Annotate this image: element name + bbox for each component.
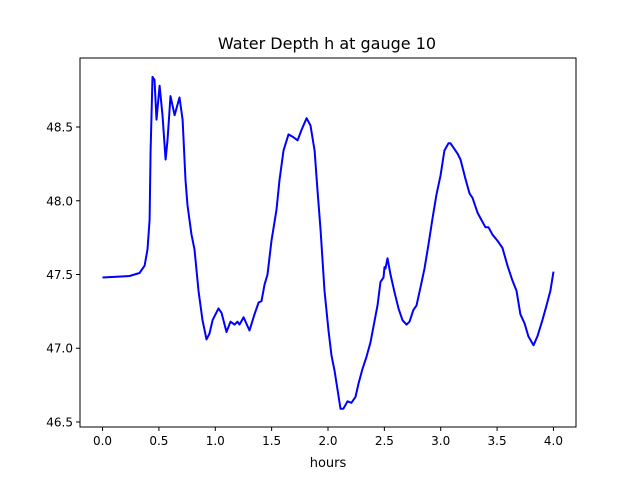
series-line-h (102, 75, 555, 410)
x-axis-label: hours (310, 456, 347, 471)
x-tick-label: 3.5 (488, 434, 507, 448)
x-tick-label: 1.5 (262, 434, 281, 448)
x-tick-label: 0.5 (149, 434, 168, 448)
x-tick-label: 2.5 (375, 434, 394, 448)
x-tick-label: 3.0 (431, 434, 450, 448)
y-axis: 46.5 47.0 47.5 48.0 48.5 (46, 121, 80, 429)
y-tick-label: 48.5 (46, 121, 73, 135)
x-tick-label: 0.0 (93, 434, 112, 448)
x-tick-label: 2.0 (318, 434, 337, 448)
y-tick-label: 47.0 (46, 342, 73, 356)
plot-area (102, 75, 555, 410)
chart-title: Water Depth h at gauge 10 (218, 34, 436, 53)
x-tick-label: 4.0 (544, 434, 563, 448)
y-tick-label: 46.5 (46, 415, 73, 429)
x-tick-label: 1.0 (206, 434, 225, 448)
x-axis: 0.0 0.5 1.0 1.5 2.0 2.5 3.0 3.5 4.0 (93, 427, 563, 448)
y-tick-label: 47.5 (46, 268, 73, 282)
y-tick-label: 48.0 (46, 194, 73, 208)
